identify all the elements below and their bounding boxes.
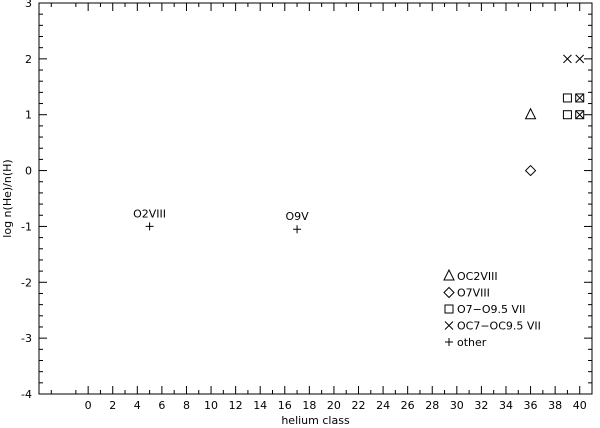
data-points <box>145 54 585 234</box>
x-tick-label: 36 <box>524 399 538 412</box>
x-tick-label: 4 <box>134 399 141 412</box>
x-tick-label: 28 <box>425 399 439 412</box>
plus-marker <box>293 225 302 234</box>
legend-cross-marker <box>444 321 454 330</box>
legend-label: O7VIII <box>457 287 490 300</box>
x-tick-label: 16 <box>278 399 292 412</box>
x-tick-label: 32 <box>474 399 488 412</box>
point-annotation: O2VIII <box>133 207 166 220</box>
x-tick-label: 30 <box>450 399 464 412</box>
cross-marker <box>563 54 572 64</box>
square-marker <box>575 110 585 120</box>
legend-diamond-marker <box>443 286 455 299</box>
x-tick-label: 10 <box>204 399 218 412</box>
x-tick-label: 26 <box>401 399 415 412</box>
point-annotation: O9V <box>285 210 309 223</box>
legend-label: OC2VIII <box>457 270 498 283</box>
y-tick-label: 1 <box>25 109 32 122</box>
x-tick-label: 38 <box>548 399 562 412</box>
point-annotations: O2VIII O9V <box>133 207 309 223</box>
legend-label: other <box>457 336 487 349</box>
y-tick-label: -4 <box>21 388 32 401</box>
square-marker <box>575 93 585 103</box>
square-marker <box>562 110 572 120</box>
cross-marker <box>575 93 585 103</box>
y-tick-label: -3 <box>21 332 32 345</box>
y-tick-label: -1 <box>21 220 32 233</box>
legend-label: O7−O9.5 VII <box>457 303 526 316</box>
plus-marker <box>145 222 154 231</box>
legend-square-marker <box>444 304 454 314</box>
cross-marker <box>575 54 585 64</box>
x-tick-label: 40 <box>573 399 587 412</box>
x-tick-label: 6 <box>158 399 165 412</box>
x-tick-label: 20 <box>327 399 341 412</box>
legend-triangle-marker <box>443 268 455 281</box>
x-tick-label: 24 <box>376 399 390 412</box>
x-tick-label: 22 <box>352 399 366 412</box>
legend: OC2VIII O7VIII O7−O9.5 VII OC7−OC9.5 VII oth… <box>443 268 541 349</box>
y-tick-label: 3 <box>25 0 32 10</box>
y-tick-label: 2 <box>25 53 32 66</box>
triangle-marker <box>524 107 537 120</box>
diamond-marker <box>524 164 537 177</box>
axis-ticks <box>39 2 593 395</box>
x-tick-label: 34 <box>499 399 513 412</box>
cross-marker <box>575 110 585 120</box>
tick-labels: 0 2 4 6 8 10 12 14 16 18 20 22 24 26 28 30 32 34 36 38 40-4-… <box>21 0 587 412</box>
square-marker <box>562 93 572 103</box>
legend-label: OC7−OC9.5 VII <box>457 320 541 333</box>
y-tick-label: 0 <box>25 165 32 178</box>
x-tick-label: 14 <box>253 399 267 412</box>
x-axis-label: helium class <box>281 414 350 427</box>
plot-frame <box>38 2 593 395</box>
y-tick-label: -2 <box>21 276 32 289</box>
x-tick-label: 2 <box>109 399 116 412</box>
x-tick-label: 18 <box>302 399 316 412</box>
legend-plus-marker <box>445 338 453 346</box>
x-tick-label: 8 <box>183 399 190 412</box>
y-axis-label: log n(He)/n(H) <box>1 159 14 237</box>
x-tick-label: 12 <box>229 399 243 412</box>
x-tick-label: 0 <box>85 399 92 412</box>
